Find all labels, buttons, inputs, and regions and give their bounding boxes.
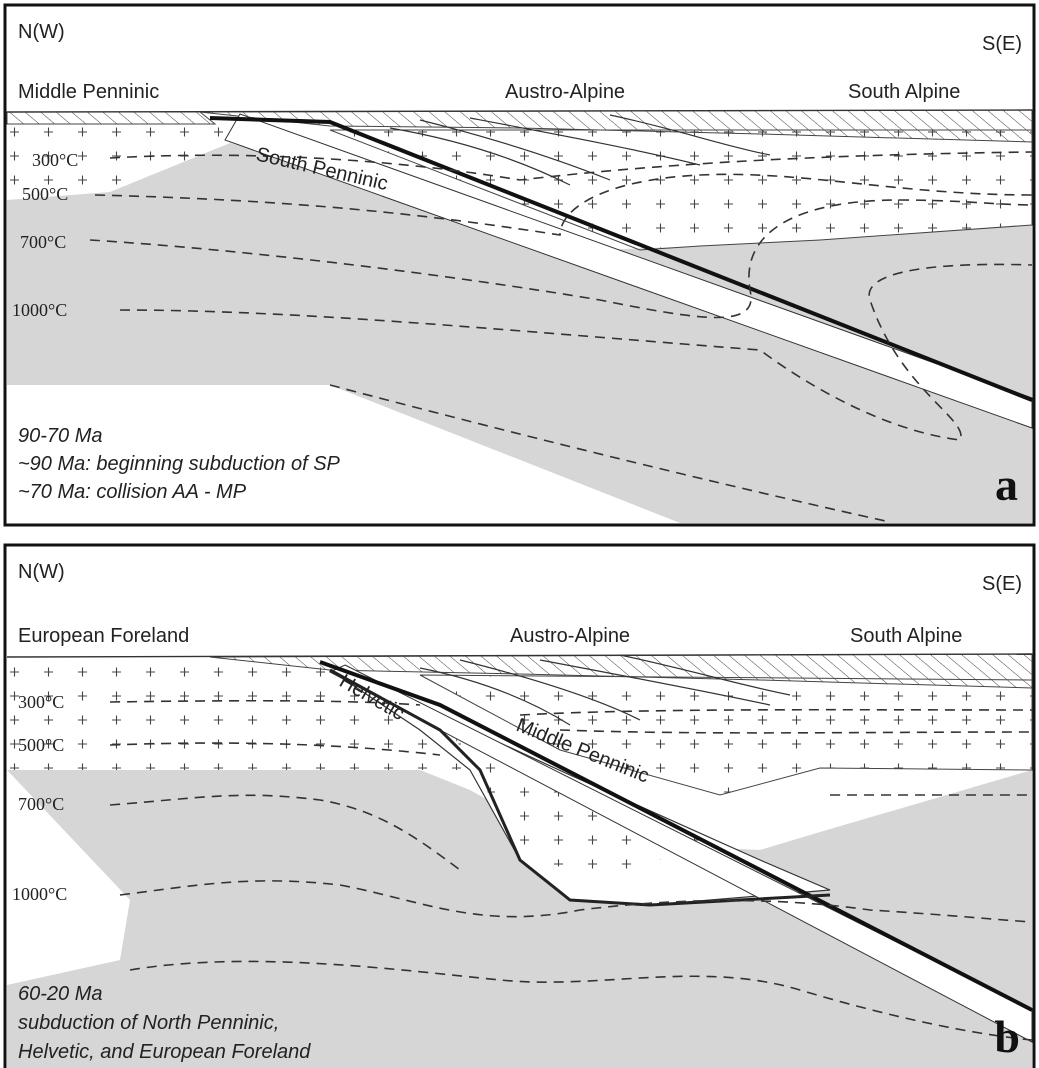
unit-label: European Foreland <box>18 625 189 647</box>
unit-label: Middle Penninic <box>18 81 159 103</box>
unit-label: South Alpine <box>850 625 962 647</box>
diagram: N(W) S(E) Middle Penninic Austro-Alpine … <box>0 0 1039 1068</box>
panel-letter: b <box>994 1011 1020 1062</box>
isotherm-label: 700°C <box>20 232 66 252</box>
isotherm-label: 500°C <box>18 735 64 755</box>
isotherm-label: 1000°C <box>12 300 67 320</box>
unit-label: South Alpine <box>848 81 960 103</box>
panel-a: N(W) S(E) Middle Penninic Austro-Alpine … <box>5 5 1034 525</box>
caption: subduction of North Penninic, <box>18 1012 279 1034</box>
isotherm-label: 1000°C <box>12 884 67 904</box>
unit-label: Austro-Alpine <box>510 625 630 647</box>
panel-letter: a <box>995 459 1018 510</box>
page: {"panels": [ {"orientation_left": "N(W)"… <box>0 0 1039 1068</box>
caption: ~70 Ma: collision AA - MP <box>18 481 247 503</box>
caption: 60-20 Ma <box>18 983 103 1005</box>
orientation-left: N(W) <box>18 561 65 583</box>
caption: ~90 Ma: beginning subduction of SP <box>18 453 341 475</box>
caption: Helvetic, and European Foreland <box>18 1041 311 1063</box>
sediments <box>7 112 215 124</box>
panel-b: N(W) S(E) European Foreland Austro-Alpin… <box>5 545 1034 1068</box>
unit-label: Austro-Alpine <box>505 81 625 103</box>
orientation-right: S(E) <box>982 33 1022 55</box>
isotherm-label: 500°C <box>22 184 68 204</box>
isotherm-label: 700°C <box>18 794 64 814</box>
orientation-right: S(E) <box>982 573 1022 595</box>
isotherm-label: 300°C <box>32 150 78 170</box>
isotherm-label: 300°C <box>18 692 64 712</box>
orientation-left: N(W) <box>18 21 65 43</box>
caption: 90-70 Ma <box>18 425 103 447</box>
